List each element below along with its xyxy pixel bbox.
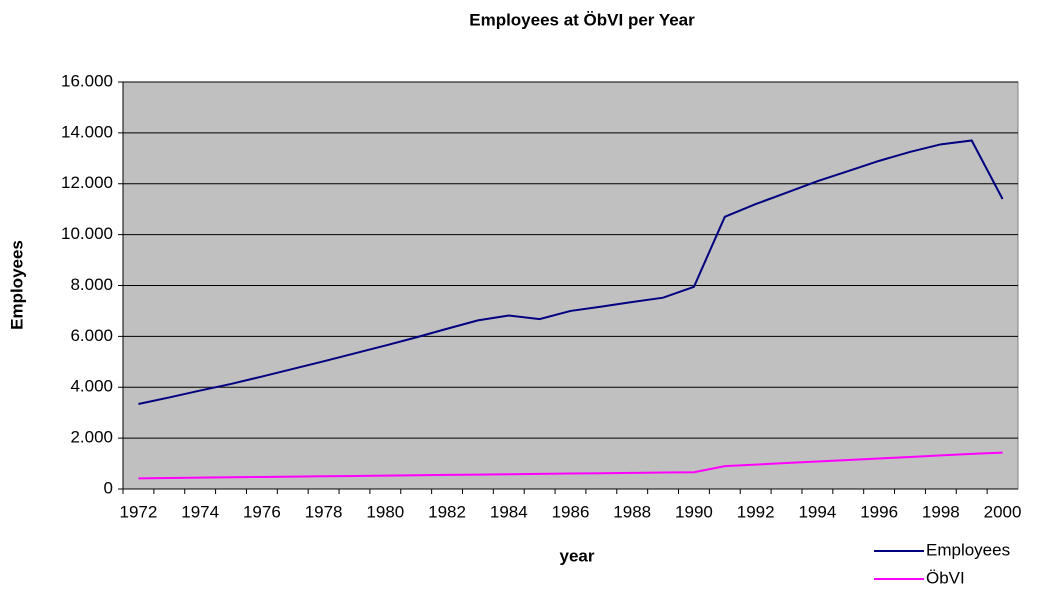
- y-axis-label: Employees: [7, 240, 26, 330]
- y-tick-label: 2.000: [70, 428, 113, 447]
- x-tick-label: 1974: [181, 502, 219, 521]
- series-line: [138, 451, 1003, 480]
- legend-label: ÖbVI: [926, 568, 965, 587]
- chart-title: Employees at ÖbVI per Year: [469, 10, 695, 29]
- x-tick-label: 2000: [984, 502, 1022, 521]
- x-tick-label: 1976: [243, 502, 281, 521]
- y-tick-label: 0: [104, 478, 113, 497]
- y-tick-label: 10.000: [61, 224, 113, 243]
- x-tick-label: 1978: [305, 502, 343, 521]
- y-tick-label: 6.000: [70, 326, 113, 345]
- x-tick-label: 1986: [552, 502, 590, 521]
- x-tick-label: 1982: [428, 502, 466, 521]
- x-tick-label: 1988: [613, 502, 651, 521]
- x-tick-label: 1994: [798, 502, 836, 521]
- x-tick-label: 1998: [922, 502, 960, 521]
- legend-label: Employees: [926, 540, 1010, 559]
- x-tick-label: 1980: [366, 502, 404, 521]
- x-tick-label: 1996: [860, 502, 898, 521]
- series-line: [138, 139, 1004, 406]
- y-tick-label: 8.000: [70, 275, 113, 294]
- y-tick-label: 16.000: [61, 71, 113, 90]
- x-tick-label: 1992: [737, 502, 775, 521]
- y-tick-label: 4.000: [70, 377, 113, 396]
- y-tick-label: 14.000: [61, 122, 113, 141]
- x-tick-label: 1972: [120, 502, 158, 521]
- x-axis-label: year: [560, 546, 595, 565]
- x-tick-label: 1990: [675, 502, 713, 521]
- x-tick-label: 1984: [490, 502, 528, 521]
- y-tick-label: 12.000: [61, 173, 113, 192]
